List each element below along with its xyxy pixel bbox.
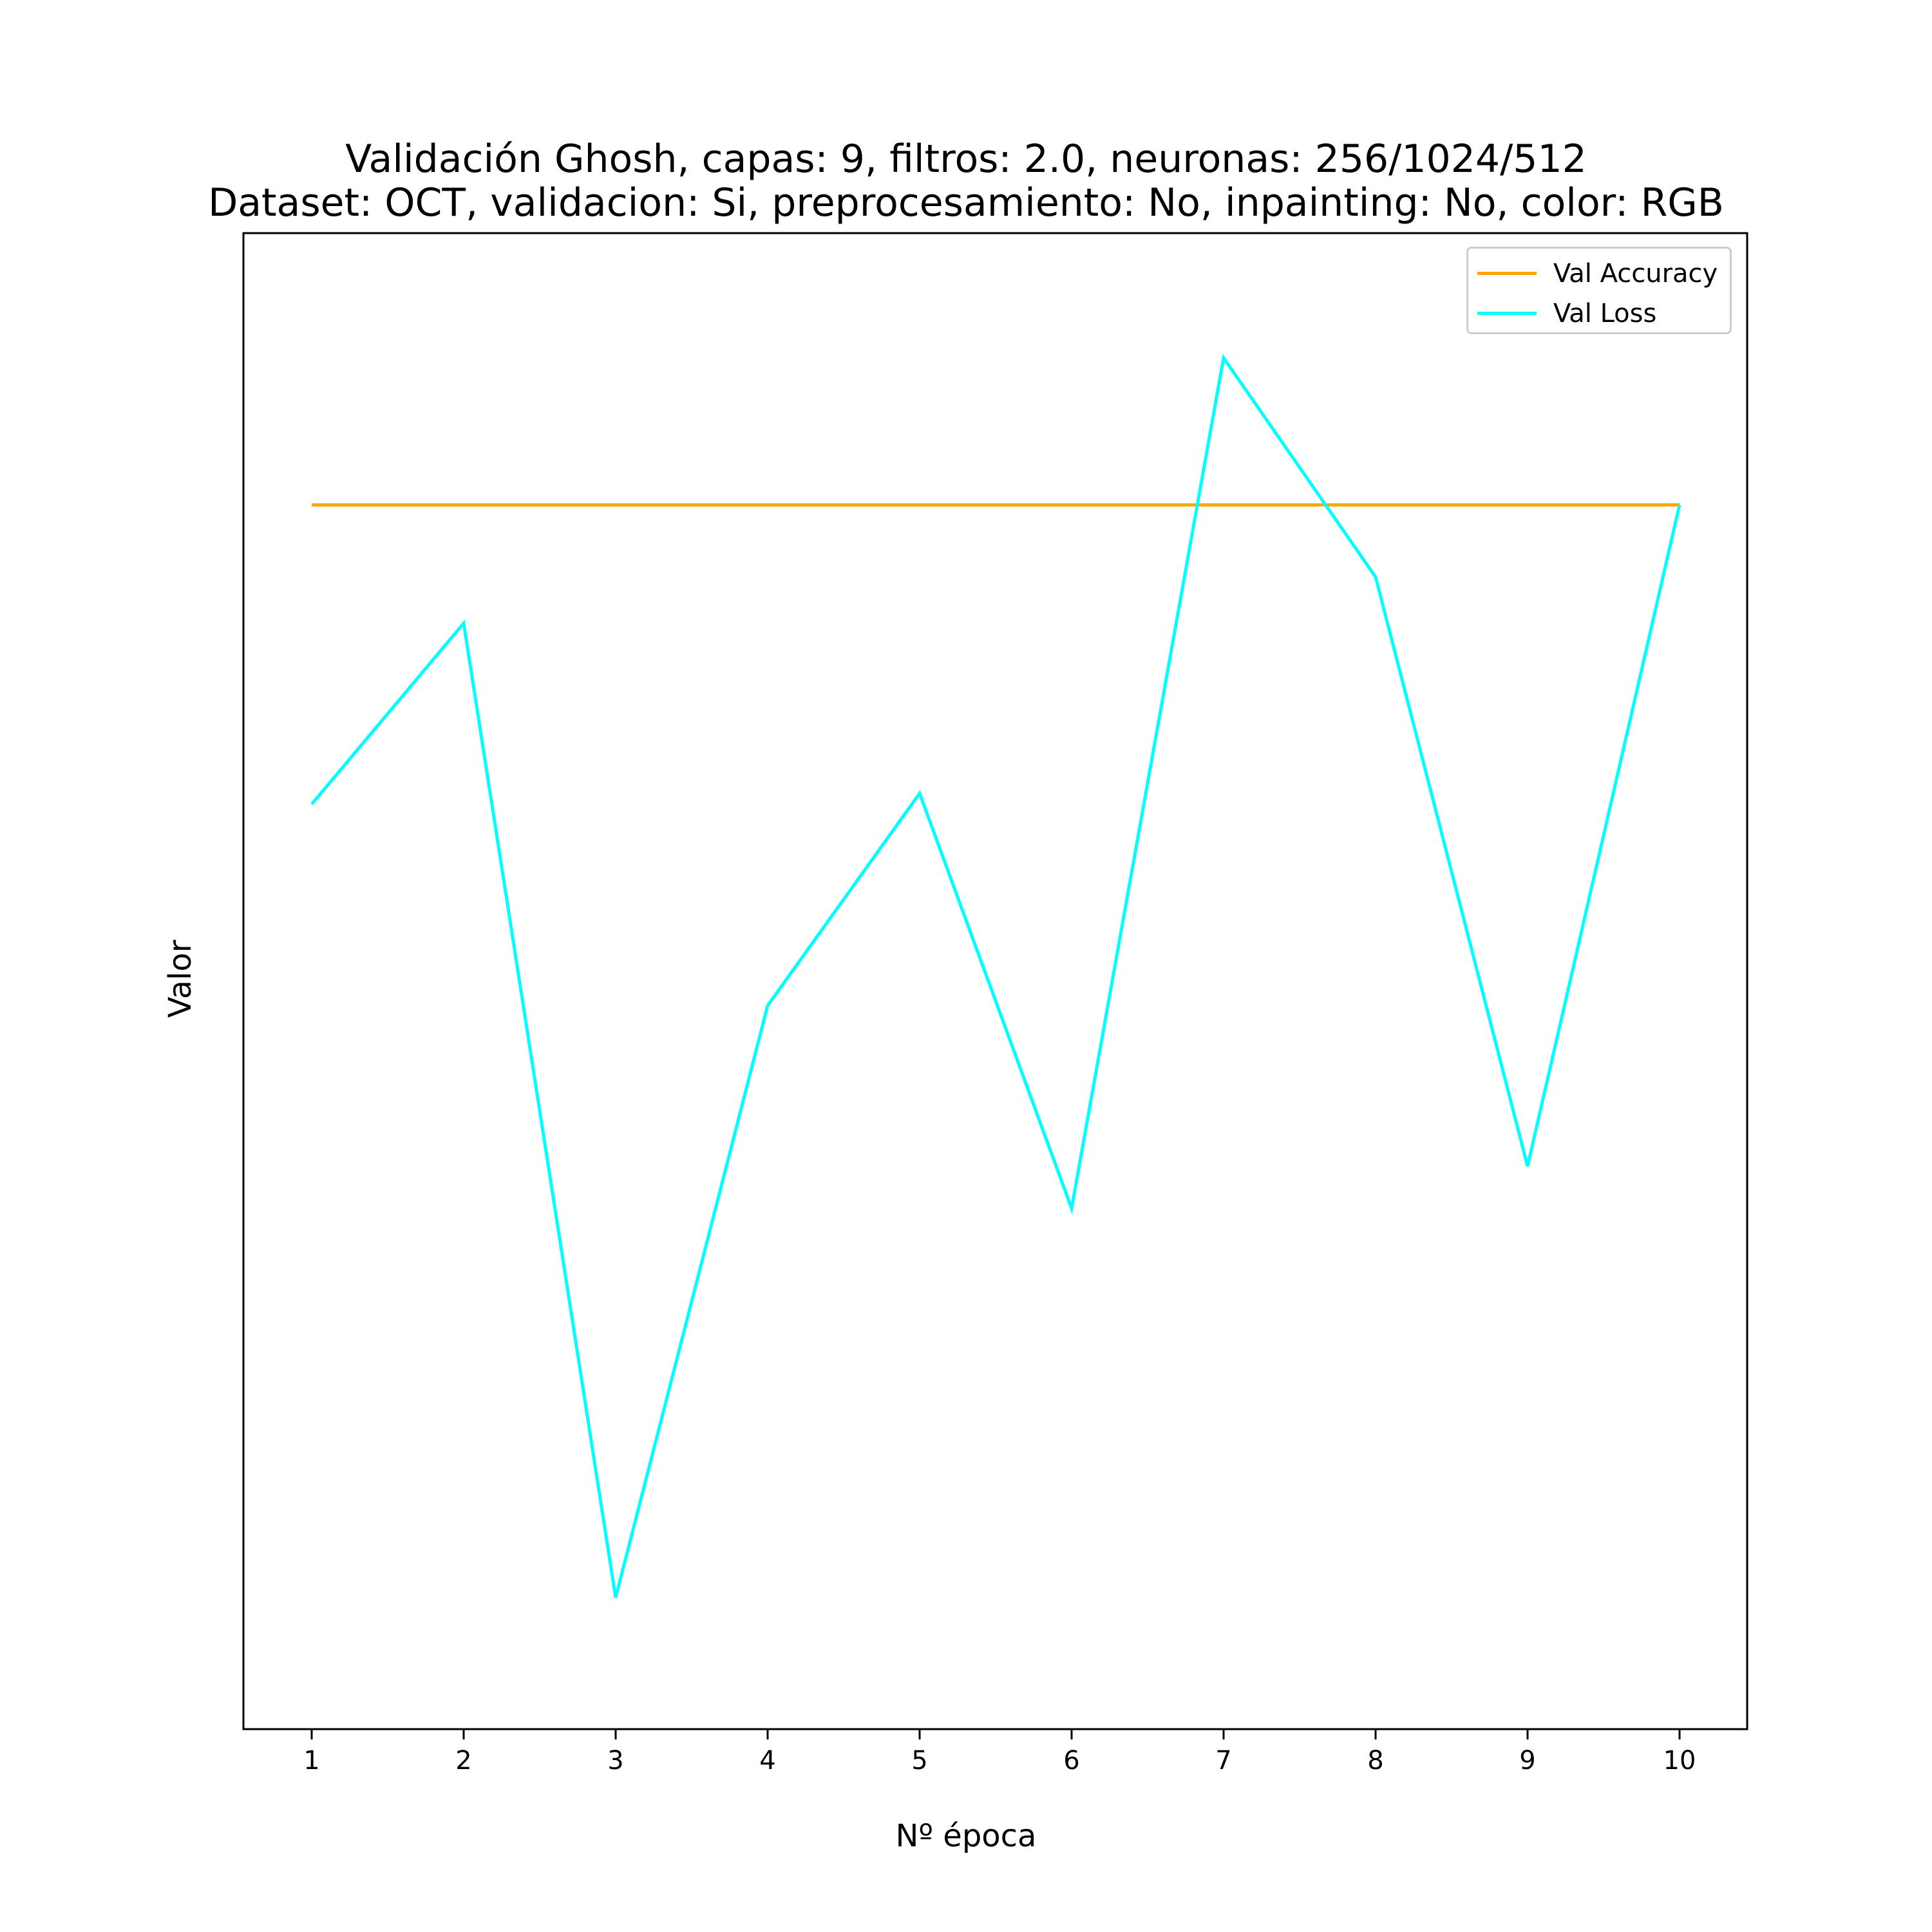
- chart-title-line-1: Validación Ghosh, capas: 9, filtros: 2.0…: [345, 137, 1587, 182]
- legend-item-val-accuracy: Val Accuracy: [1468, 255, 1730, 294]
- series-line-val-loss: [310, 354, 1681, 1598]
- x-tick-label-8: 8: [1367, 1746, 1383, 1776]
- x-tick-label-1: 1: [303, 1746, 319, 1776]
- legend-label-val-loss: Val Loss: [1553, 299, 1657, 328]
- chart-title-line-2: Dataset: OCT, validacion: Si, preprocesa…: [208, 180, 1724, 225]
- x-tick-label-5: 5: [911, 1746, 927, 1776]
- x-tick-label-9: 9: [1519, 1746, 1535, 1776]
- y-axis-label: Valor: [162, 940, 198, 1018]
- legend-swatch-val-loss: [1477, 312, 1537, 315]
- x-tick-label-7: 7: [1215, 1746, 1231, 1776]
- x-tick-label-10: 10: [1663, 1746, 1696, 1776]
- plot-area-frame: [242, 232, 1748, 1730]
- x-tick-label-4: 4: [759, 1746, 775, 1776]
- x-axis-label: Nº época: [895, 1818, 1037, 1854]
- x-tick-label-6: 6: [1063, 1746, 1079, 1776]
- x-tick-label-2: 2: [455, 1746, 471, 1776]
- x-tick-label-3: 3: [607, 1746, 623, 1776]
- legend-swatch-val-accuracy: [1477, 272, 1537, 275]
- legend-label-val-accuracy: Val Accuracy: [1553, 259, 1718, 289]
- legend: Val Accuracy Val Loss: [1466, 247, 1732, 334]
- legend-item-val-loss: Val Loss: [1468, 295, 1730, 334]
